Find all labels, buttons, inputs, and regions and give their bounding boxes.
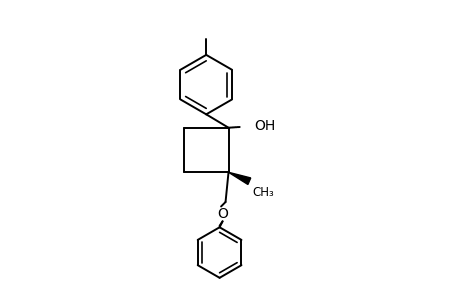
Text: O: O	[217, 207, 228, 221]
Text: CH₃: CH₃	[252, 186, 274, 199]
Polygon shape	[228, 172, 250, 184]
Text: OH: OH	[253, 119, 274, 133]
